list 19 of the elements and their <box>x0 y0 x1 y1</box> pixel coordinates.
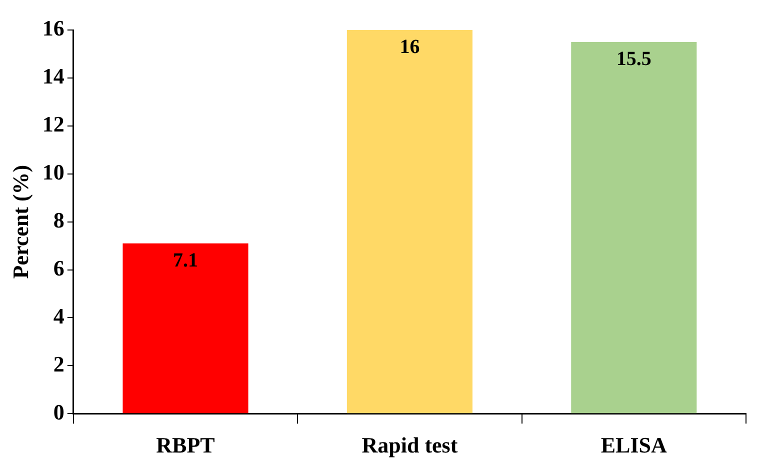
y-tick-label: 2 <box>53 351 64 376</box>
data-label: 15.5 <box>616 48 652 70</box>
y-axis-title: Percent (%) <box>8 164 33 279</box>
x-tick-label: ELISA <box>600 432 668 458</box>
y-tick-label: 6 <box>53 255 64 280</box>
bar <box>346 30 472 414</box>
data-label: 16 <box>400 36 420 58</box>
x-tick-label: Rapid test <box>362 432 458 458</box>
y-tick-label: 4 <box>53 303 64 328</box>
y-tick-label: 14 <box>42 64 64 89</box>
y-tick-label: 12 <box>42 112 64 137</box>
y-tick-label: 8 <box>53 207 64 232</box>
y-tick-label: 0 <box>53 399 64 424</box>
bar <box>571 42 697 414</box>
data-label: 7.1 <box>173 250 198 272</box>
y-tick-label: 16 <box>42 16 64 41</box>
bar <box>122 243 248 414</box>
y-tick-label: 10 <box>42 160 64 185</box>
x-tick-label: RBPT <box>156 432 216 458</box>
